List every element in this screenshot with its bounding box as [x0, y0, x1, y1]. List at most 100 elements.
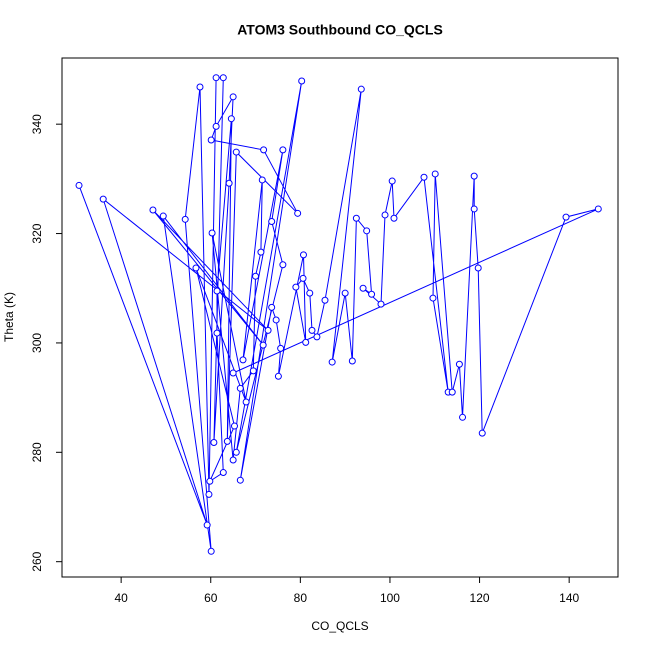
point-background: [302, 339, 309, 346]
point-background: [268, 218, 275, 225]
point-background: [213, 123, 220, 130]
data-point: [229, 456, 237, 464]
point-background: [257, 249, 264, 256]
plot-frame: [61, 57, 619, 578]
data-point: [272, 316, 280, 324]
point-background: [268, 304, 275, 311]
data-point: [264, 326, 272, 334]
data-point: [239, 356, 247, 364]
data-point: [249, 367, 257, 375]
point-background: [471, 205, 478, 212]
data-point: [357, 85, 365, 93]
data-point: [99, 195, 107, 203]
point-background: [459, 414, 466, 421]
x-tick-label: 100: [380, 591, 400, 605]
point-background: [313, 333, 320, 340]
y-tick-label: 260: [30, 551, 44, 571]
data-point: [474, 264, 482, 272]
data-point: [470, 205, 478, 213]
point-background: [196, 83, 203, 90]
point-background: [204, 522, 211, 529]
data-point: [294, 209, 302, 217]
point-background: [259, 176, 266, 183]
data-point: [429, 294, 437, 302]
point-background: [182, 216, 189, 223]
data-point: [213, 329, 221, 337]
point-background: [389, 178, 396, 185]
point-background: [479, 430, 486, 437]
data-point: [203, 521, 211, 529]
data-point: [242, 398, 250, 406]
point-background: [206, 478, 213, 485]
data-point: [75, 181, 83, 189]
data-point: [225, 179, 233, 187]
data-point: [274, 372, 282, 380]
data-point: [207, 136, 215, 144]
point-background: [449, 389, 456, 396]
point-background: [224, 438, 231, 445]
point-background: [277, 345, 284, 352]
data-point: [478, 429, 486, 437]
point-background: [421, 174, 428, 181]
x-tick-label: 140: [559, 591, 579, 605]
data-point: [223, 437, 231, 445]
data-point: [208, 229, 216, 237]
x-tick-label: 60: [204, 591, 218, 605]
data-point: [212, 122, 220, 130]
data-point: [206, 477, 214, 485]
point-background: [275, 373, 282, 380]
point-background: [298, 77, 305, 84]
data-point: [260, 146, 268, 154]
point-background: [306, 290, 313, 297]
point-background: [432, 170, 439, 177]
data-point: [227, 115, 235, 123]
point-background: [209, 230, 216, 237]
data-point: [292, 283, 300, 291]
y-tick-label: 280: [30, 442, 44, 462]
data-point: [219, 469, 227, 477]
point-background: [228, 115, 235, 122]
data-point: [306, 289, 314, 297]
point-background: [230, 370, 237, 377]
data-point: [459, 413, 467, 421]
data-point: [229, 93, 237, 101]
data-point: [149, 206, 157, 214]
point-background: [358, 86, 365, 93]
data-point: [279, 261, 287, 269]
point-background: [265, 327, 272, 334]
point-background: [300, 275, 307, 282]
point-background: [292, 284, 299, 291]
point-background: [252, 273, 259, 280]
data-point: [229, 369, 237, 377]
data-point: [381, 211, 389, 219]
y-tick-label: 320: [30, 223, 44, 243]
point-background: [300, 251, 307, 258]
point-background: [149, 207, 156, 214]
point-background: [308, 327, 315, 334]
data-point: [308, 326, 316, 334]
point-background: [213, 74, 220, 81]
x-tick-label: 120: [470, 591, 490, 605]
point-background: [233, 149, 240, 156]
data-point: [302, 338, 310, 346]
y-tick-label: 300: [30, 333, 44, 353]
data-point: [298, 77, 306, 85]
data-point: [236, 384, 244, 392]
data-point: [388, 177, 396, 185]
data-point: [181, 215, 189, 223]
data-point: [219, 74, 227, 82]
point-background: [471, 173, 478, 180]
data-point: [455, 360, 463, 368]
data-point: [377, 300, 385, 308]
point-background: [475, 265, 482, 272]
point-background: [100, 196, 107, 203]
x-tick-label: 80: [294, 591, 308, 605]
point-background: [76, 182, 83, 189]
data-point: [348, 357, 356, 365]
chart-title: ATOM3 Southbound CO_QCLS: [237, 22, 443, 38]
data-point: [420, 173, 428, 181]
data-point: [232, 448, 240, 456]
data-point: [299, 251, 307, 259]
point-background: [273, 316, 280, 323]
